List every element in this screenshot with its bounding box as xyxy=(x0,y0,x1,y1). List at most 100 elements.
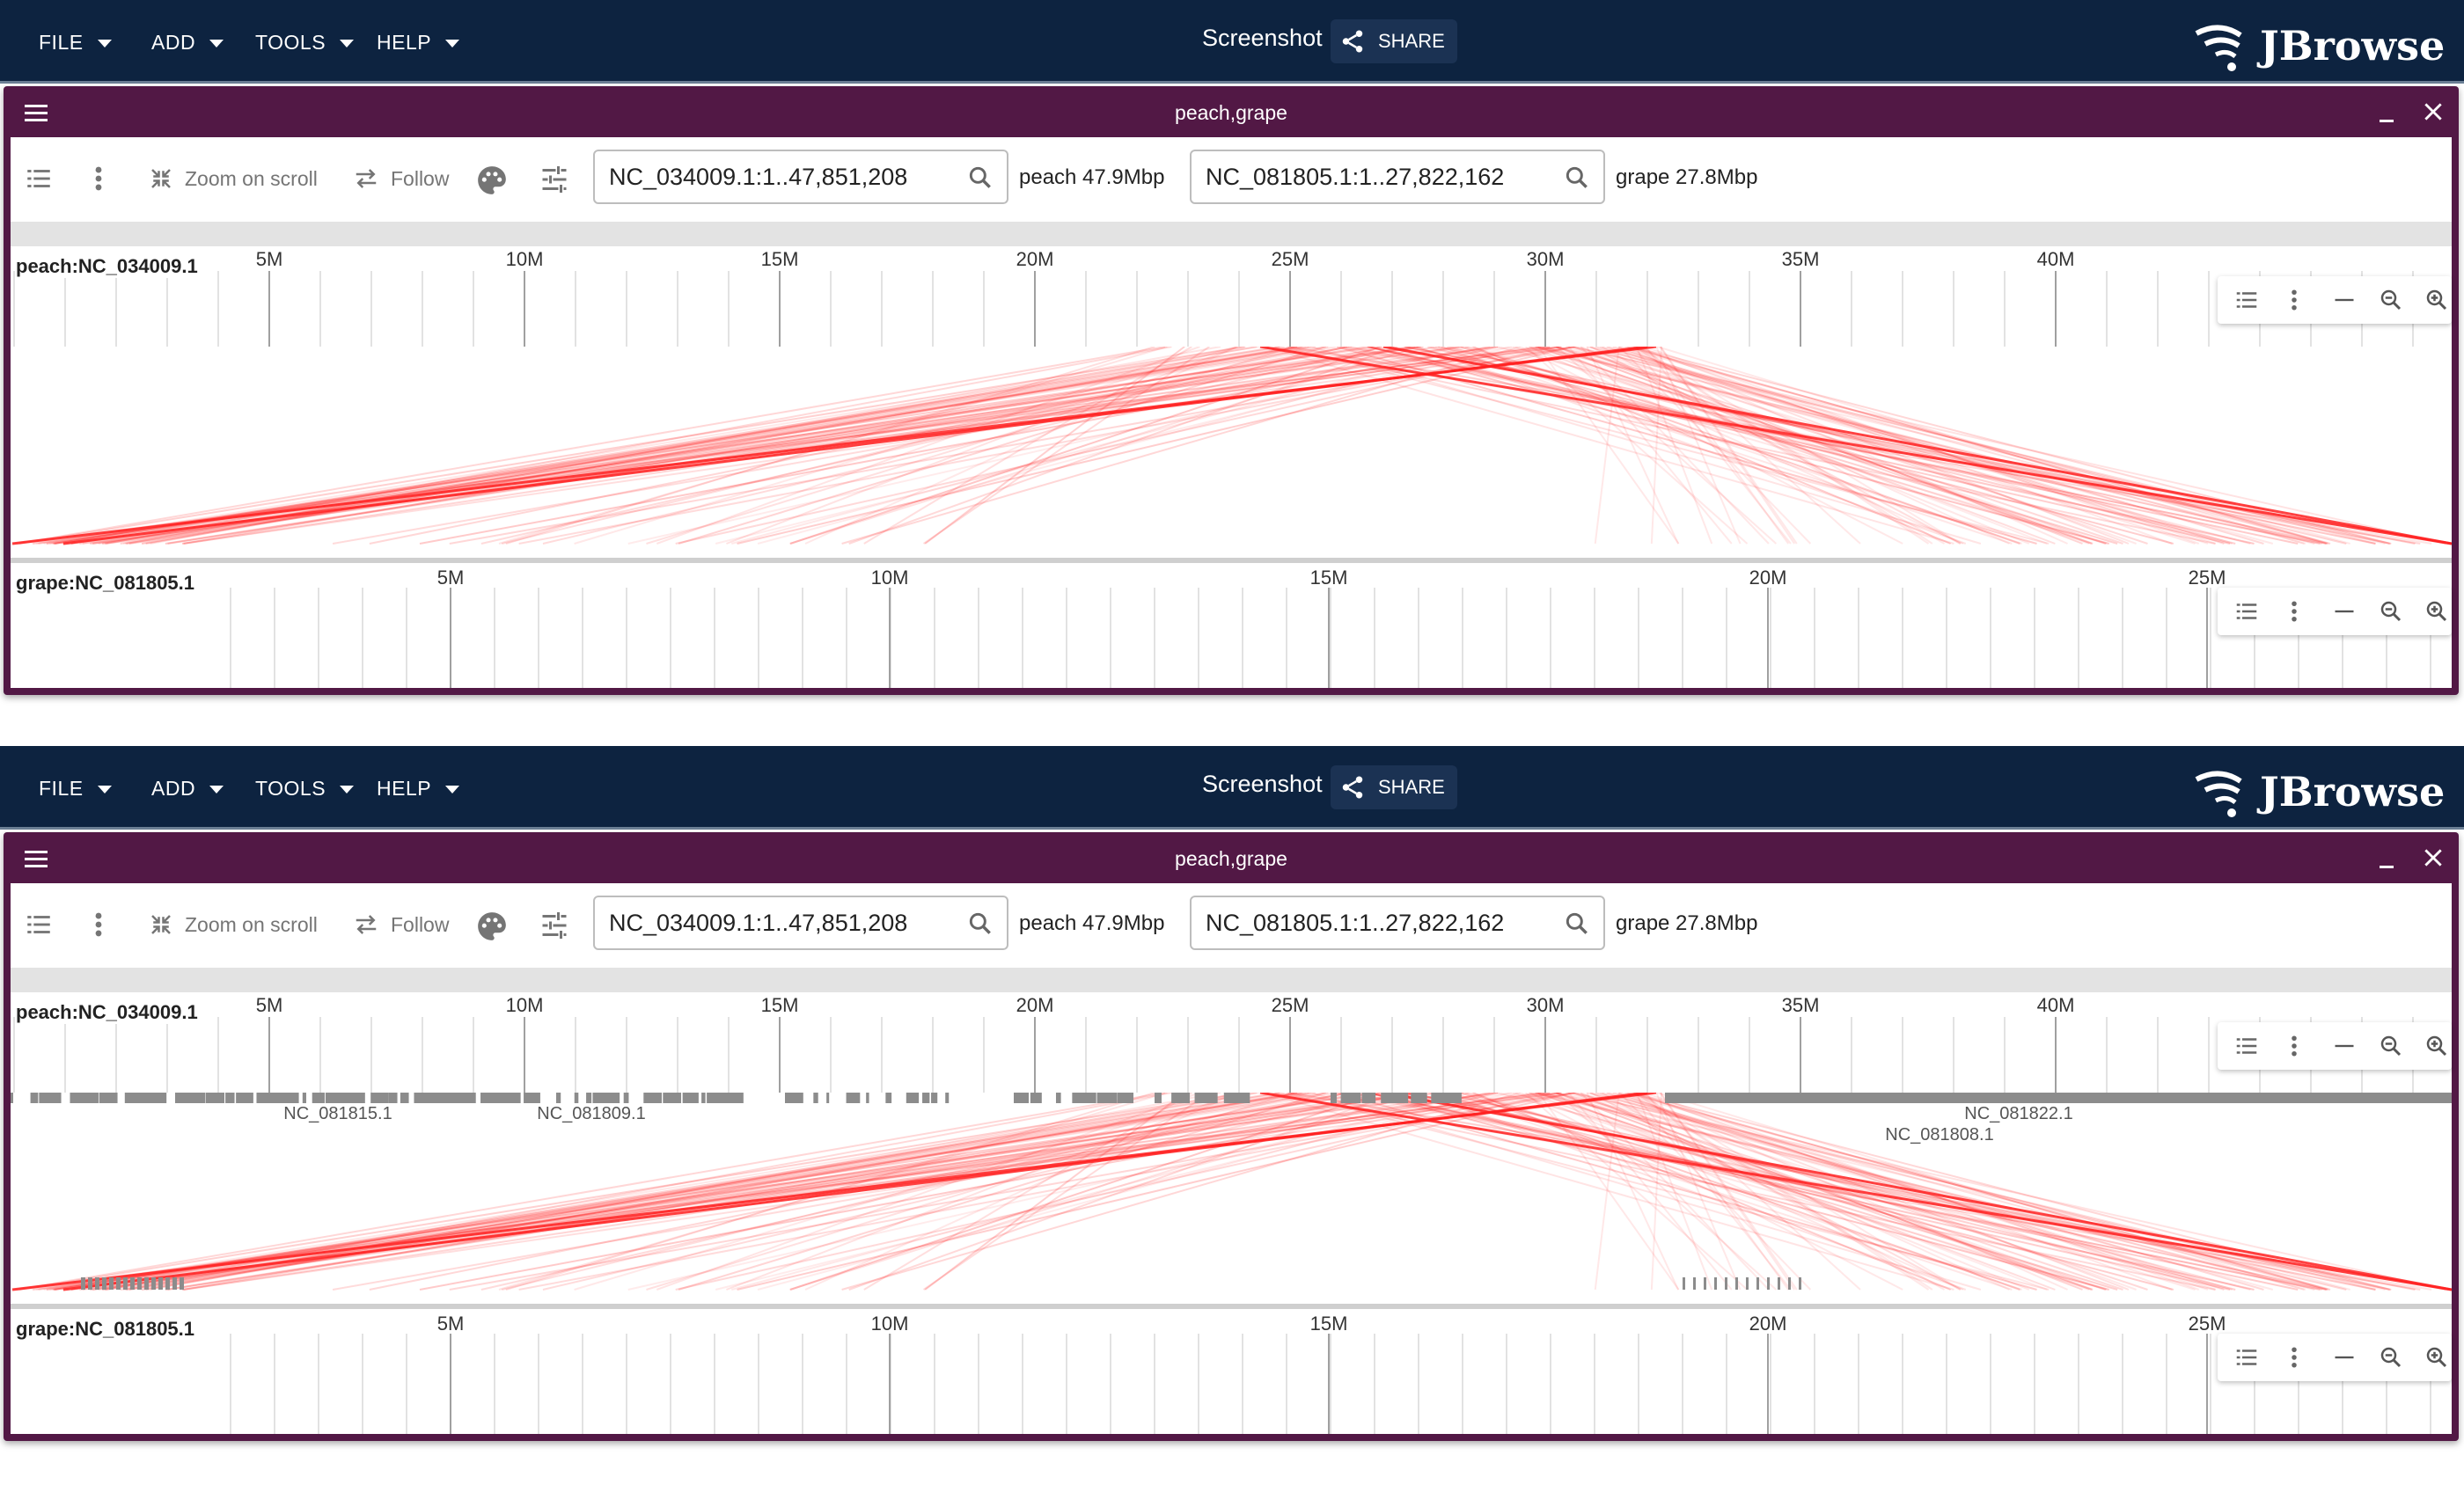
minimize-icon[interactable] xyxy=(2332,598,2357,625)
follow-toggle[interactable]: Follow xyxy=(352,911,449,938)
feature-block[interactable] xyxy=(1714,1277,1717,1290)
feature-block[interactable] xyxy=(692,1093,695,1103)
feature-block[interactable] xyxy=(663,1093,682,1103)
share-button[interactable]: SHARE xyxy=(1331,765,1457,809)
feature-block[interactable] xyxy=(1447,1093,1462,1103)
feature-block[interactable] xyxy=(1725,1277,1727,1290)
feature-block[interactable] xyxy=(906,1093,920,1103)
feature-block[interactable] xyxy=(137,1277,142,1290)
feature-block[interactable] xyxy=(1331,1093,1337,1103)
feature-block[interactable] xyxy=(172,1277,177,1290)
search-icon[interactable] xyxy=(966,910,994,938)
feature-block[interactable] xyxy=(1756,1277,1759,1290)
zoom-on-scroll-toggle[interactable]: Zoom on scroll xyxy=(148,165,318,192)
feature-block[interactable] xyxy=(312,1093,325,1103)
track-list-icon[interactable] xyxy=(23,164,55,194)
feature-block[interactable] xyxy=(151,1277,156,1290)
feature-block[interactable] xyxy=(1155,1093,1162,1103)
menu-tools[interactable]: TOOLS xyxy=(255,26,355,58)
feature-block[interactable] xyxy=(81,1277,85,1290)
search-icon[interactable] xyxy=(1563,164,1591,192)
feature-block[interactable] xyxy=(340,1093,349,1103)
feature-block[interactable] xyxy=(715,1093,732,1103)
close-icon[interactable] xyxy=(2422,100,2445,123)
feature-block[interactable] xyxy=(130,1093,146,1103)
feature-block[interactable] xyxy=(1693,1277,1696,1290)
track-list-icon[interactable] xyxy=(23,910,55,940)
feature-block[interactable] xyxy=(885,1093,892,1103)
feature-block[interactable] xyxy=(1397,1093,1409,1103)
feature-block[interactable] xyxy=(1799,1277,1801,1290)
feature-block[interactable] xyxy=(701,1093,706,1103)
feature-block[interactable] xyxy=(556,1093,561,1103)
feature-block[interactable] xyxy=(1096,1093,1118,1103)
session-name[interactable]: Screenshot xyxy=(1202,25,1323,51)
feature-block[interactable] xyxy=(501,1093,515,1103)
feature-block[interactable] xyxy=(11,1093,14,1103)
feature-block[interactable] xyxy=(246,1093,253,1103)
search-icon[interactable] xyxy=(966,164,994,192)
feature-block[interactable] xyxy=(524,1093,540,1103)
feature-block[interactable] xyxy=(95,1277,99,1290)
feature-block[interactable] xyxy=(400,1093,409,1103)
minimize-icon[interactable] xyxy=(2332,1344,2357,1371)
share-button[interactable]: SHARE xyxy=(1331,19,1457,63)
feature-block[interactable] xyxy=(846,1093,861,1103)
menu-add[interactable]: ADD xyxy=(151,772,224,804)
menu-help[interactable]: HELP xyxy=(377,772,460,804)
feature-block[interactable] xyxy=(174,1093,194,1103)
search-icon[interactable] xyxy=(1563,910,1591,938)
feature-block[interactable] xyxy=(1340,1093,1361,1103)
kebab-menu-icon[interactable] xyxy=(2288,1344,2300,1371)
feature-block[interactable] xyxy=(464,1093,476,1103)
feature-block[interactable] xyxy=(574,1093,579,1103)
palette-icon[interactable] xyxy=(475,164,509,197)
feature-block[interactable] xyxy=(1665,1093,2452,1103)
feature-block[interactable] xyxy=(1683,1277,1685,1290)
feature-block[interactable] xyxy=(350,1093,365,1103)
top-location-input[interactable] xyxy=(609,910,943,937)
feature-block[interactable] xyxy=(1778,1277,1780,1290)
bottom-location-input[interactable] xyxy=(1206,910,1540,937)
feature-block[interactable] xyxy=(205,1093,224,1103)
palette-icon[interactable] xyxy=(475,910,509,943)
feature-block[interactable] xyxy=(866,1093,869,1103)
zoom-in-icon[interactable] xyxy=(2424,1033,2450,1059)
feature-block[interactable] xyxy=(225,1093,235,1103)
menu-file[interactable]: FILE xyxy=(39,772,112,804)
zoom-out-icon[interactable] xyxy=(2378,1344,2404,1371)
feature-block[interactable] xyxy=(1055,1093,1061,1103)
hamburger-icon[interactable] xyxy=(23,848,49,869)
kebab-menu-icon[interactable] xyxy=(90,164,107,194)
feature-block[interactable] xyxy=(1078,1093,1096,1103)
zoom-in-icon[interactable] xyxy=(2424,598,2450,625)
feature-block[interactable] xyxy=(102,1277,106,1290)
menu-tools[interactable]: TOOLS xyxy=(255,772,355,804)
feature-block[interactable] xyxy=(1788,1277,1791,1290)
feature-block[interactable] xyxy=(922,1093,930,1103)
bottom-location-box[interactable] xyxy=(1190,150,1605,204)
feature-block[interactable] xyxy=(109,1277,114,1290)
feature-block[interactable] xyxy=(130,1277,135,1290)
zoom-out-icon[interactable] xyxy=(2378,287,2404,313)
kebab-menu-icon[interactable] xyxy=(2288,287,2300,313)
feature-block[interactable] xyxy=(826,1093,830,1103)
track-list-icon[interactable] xyxy=(2233,1033,2260,1059)
track-list-icon[interactable] xyxy=(2233,598,2260,625)
track-list-icon[interactable] xyxy=(2233,287,2260,313)
feature-block[interactable] xyxy=(1234,1093,1250,1103)
feature-block[interactable] xyxy=(1704,1277,1706,1290)
bottom-location-box[interactable] xyxy=(1190,896,1605,950)
feature-block[interactable] xyxy=(1036,1093,1041,1103)
menu-file[interactable]: FILE xyxy=(39,26,112,58)
minimize-icon[interactable] xyxy=(2376,850,2397,871)
zoom-in-icon[interactable] xyxy=(2424,287,2450,313)
feature-block[interactable] xyxy=(623,1093,629,1103)
feature-block[interactable] xyxy=(70,1093,86,1103)
minimize-icon[interactable] xyxy=(2332,1033,2357,1059)
feature-block[interactable] xyxy=(266,1093,286,1103)
feature-block[interactable] xyxy=(191,1093,206,1103)
kebab-menu-icon[interactable] xyxy=(2288,1033,2300,1059)
close-icon[interactable] xyxy=(2422,846,2445,869)
zoom-out-icon[interactable] xyxy=(2378,1033,2404,1059)
